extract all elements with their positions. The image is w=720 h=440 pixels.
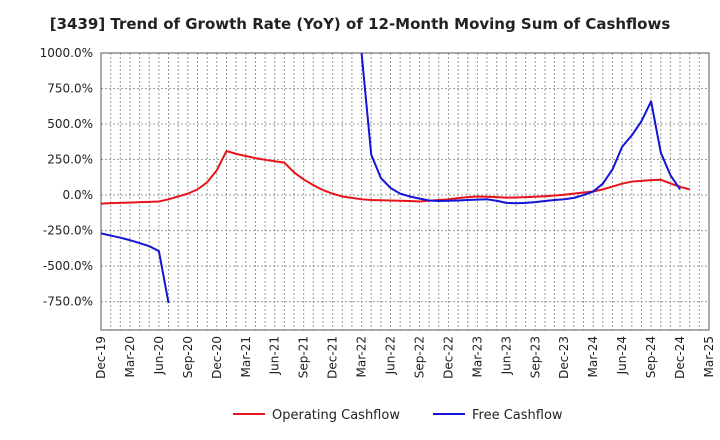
x-tick-label: Mar-23 bbox=[470, 336, 484, 377]
y-tick-label: 250.0% bbox=[47, 153, 93, 167]
x-tick-label: Mar-24 bbox=[586, 336, 600, 377]
x-tick-label: Dec-21 bbox=[326, 336, 340, 379]
y-tick-label: 750.0% bbox=[47, 82, 93, 96]
x-tick-label: Jun-21 bbox=[268, 336, 282, 375]
y-tick-label: 0.0% bbox=[63, 188, 94, 202]
x-tick-label: Mar-20 bbox=[123, 336, 137, 377]
y-axis-ticks: 1000.0% 750.0% 500.0% 250.0% 0.0% -250.0% -500… bbox=[40, 46, 93, 309]
x-tick-label: Jun-22 bbox=[384, 336, 398, 375]
y-tick-label: 500.0% bbox=[47, 117, 93, 131]
x-tick-label: Mar-21 bbox=[239, 336, 253, 377]
x-tick-label: Dec-24 bbox=[673, 336, 687, 379]
x-tick-label: Sep-24 bbox=[644, 336, 658, 378]
x-tick-label: Dec-22 bbox=[441, 336, 455, 379]
x-tick-label: Dec-20 bbox=[210, 336, 224, 379]
x-tick-label: Dec-19 bbox=[94, 336, 108, 379]
x-tick-label: Dec-23 bbox=[557, 336, 571, 379]
x-tick-label: Jun-23 bbox=[499, 336, 513, 375]
x-axis-ticks: Dec-19 Mar-20 Jun-20 Sep-20 Dec-20 Mar-21 Jun-… bbox=[94, 336, 716, 379]
x-tick-label: Mar-22 bbox=[355, 336, 369, 377]
x-tick-label: Sep-21 bbox=[297, 336, 311, 378]
legend-label-free-cashflow: Free Cashflow bbox=[472, 408, 563, 423]
series-line-operating-cashflow bbox=[101, 150, 690, 205]
x-tick-label: Jun-20 bbox=[152, 336, 166, 375]
chart-title: [3439] Trend of Growth Rate (YoY) of 12-… bbox=[49, 15, 671, 33]
y-tick-label: -750.0% bbox=[43, 295, 93, 309]
legend: Operating Cashflow Free Cashflow bbox=[233, 408, 563, 423]
y-tick-label: -500.0% bbox=[43, 259, 93, 273]
x-tick-label: Sep-22 bbox=[412, 336, 426, 378]
x-tick-label: Sep-23 bbox=[528, 336, 542, 378]
legend-label-operating-cashflow: Operating Cashflow bbox=[272, 408, 400, 423]
series-layer bbox=[101, 53, 690, 304]
x-tick-label: Mar-25 bbox=[702, 336, 716, 377]
y-tick-label: 1000.0% bbox=[40, 46, 93, 60]
y-tick-label: -250.0% bbox=[43, 224, 93, 238]
x-tick-label: Jun-24 bbox=[615, 336, 629, 375]
x-tick-label: Sep-20 bbox=[181, 336, 195, 378]
series-line-free-cashflow bbox=[101, 53, 681, 304]
plot-area-frame bbox=[100, 52, 710, 331]
